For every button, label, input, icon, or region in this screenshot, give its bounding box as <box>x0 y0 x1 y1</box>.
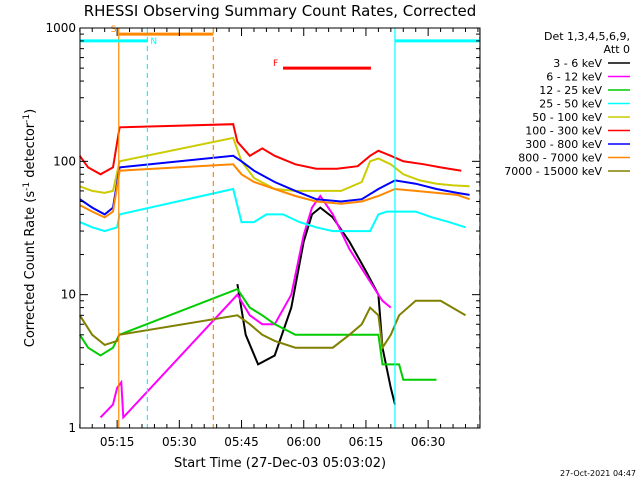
series-line-1 <box>236 206 396 405</box>
legend-label-7: 300 - 800 keV <box>525 138 602 151</box>
axis-layer <box>79 27 481 429</box>
legend-header-detectors: Det 1,3,4,5,6,9, <box>544 30 630 43</box>
plot-frame <box>79 27 481 429</box>
legend-label-4: 25 - 50 keV <box>539 98 602 111</box>
series-line-2 <box>99 194 392 420</box>
legend-label-9: 7000 - 15000 keV <box>504 165 602 178</box>
x-tick-label-4: 06:00 <box>286 435 321 449</box>
x-tick-label-1: 05:15 <box>100 435 135 449</box>
series-line-8 <box>79 163 470 219</box>
legend-label-5: 50 - 100 keV <box>532 111 602 124</box>
y-tick-label-3: 100 <box>53 154 76 168</box>
legend-label-6: 100 - 300 keV <box>525 125 602 138</box>
plot-layer: S N F <box>78 25 481 428</box>
y-axis-label: Corrected Count Rate (s-1 detector-1) <box>22 109 38 347</box>
x-axis-label: Start Time (27-Dec-03 05:03:02) <box>174 456 386 471</box>
band-label-s: S <box>111 25 117 35</box>
legend-label-2: 6 - 12 keV <box>546 71 602 84</box>
legend-header-attenuator: Att 0 <box>604 43 630 56</box>
timestamp: 27-Oct-2021 04:47 <box>560 469 636 478</box>
y-tick-label-1: 1 <box>68 421 76 435</box>
tick-layer: 05:15 05:30 05:45 06:00 06:15 06:30 1 10 100 1000 <box>45 21 480 449</box>
band-label-n1: N <box>150 37 157 47</box>
chart-title: RHESSI Observing Summary Count Rates, Co… <box>84 2 477 20</box>
x-tick-label-2: 05:30 <box>162 435 197 449</box>
series-line-3 <box>78 287 437 381</box>
legend-label-1: 3 - 6 keV <box>553 57 602 70</box>
legend-label-8: 800 - 7000 keV <box>518 152 602 165</box>
x-tick-label-6: 06:30 <box>411 435 446 449</box>
series-line-5 <box>79 136 470 194</box>
series-line-4 <box>79 187 466 233</box>
y-tick-label-4: 1000 <box>45 21 76 35</box>
series-line-6 <box>78 123 462 176</box>
y-tick-label-2: 10 <box>61 288 76 302</box>
series-line-7 <box>79 154 470 216</box>
legend-label-3: 12 - 25 keV <box>539 84 602 97</box>
band-label-f: F <box>273 59 278 69</box>
x-tick-label-3: 05:45 <box>224 435 259 449</box>
x-tick-label-5: 06:15 <box>349 435 384 449</box>
